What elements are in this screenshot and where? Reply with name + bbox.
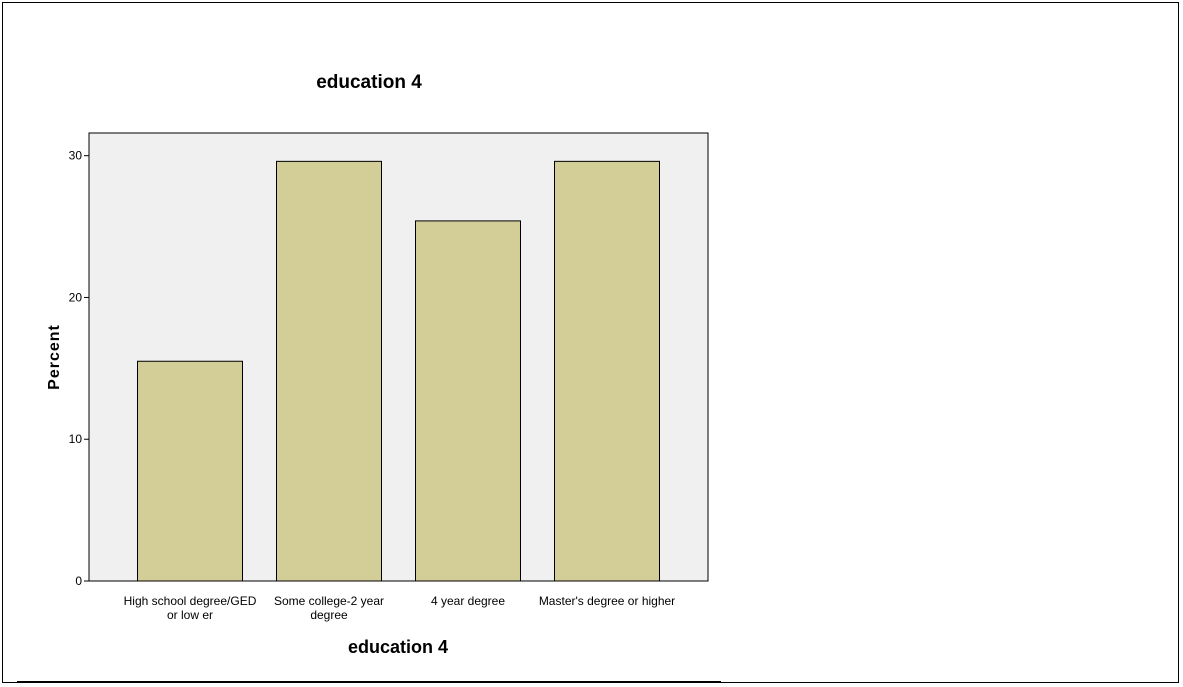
bar-2 [276,160,382,582]
chart-title: education 4 [316,72,422,93]
y-tick-label-30: 30 [69,149,83,163]
y-axis-label: Percent [46,324,63,390]
y-tick-label-0: 0 [75,574,82,588]
bar-4 [554,160,660,582]
y-tick-label-20: 20 [69,290,83,304]
bar-3 [415,220,521,582]
bar-1 [137,360,243,582]
x-tick-label-4: Master's degree or higher [539,594,675,608]
y-tick-label-10: 10 [69,432,83,446]
y-axis: 0 10 20 30 [69,149,89,588]
bottom-rule [17,681,721,683]
x-tick-label-1: High school degree/GED or low er [124,594,257,622]
x-tick-label-3: 4 year degree [431,594,505,608]
bars-group [137,160,660,582]
x-axis-labels: High school degree/GED or low er Some coll… [124,594,676,622]
x-tick-label-2: Some college-2 year degree [274,594,384,622]
x-axis-label: education 4 [348,637,448,657]
